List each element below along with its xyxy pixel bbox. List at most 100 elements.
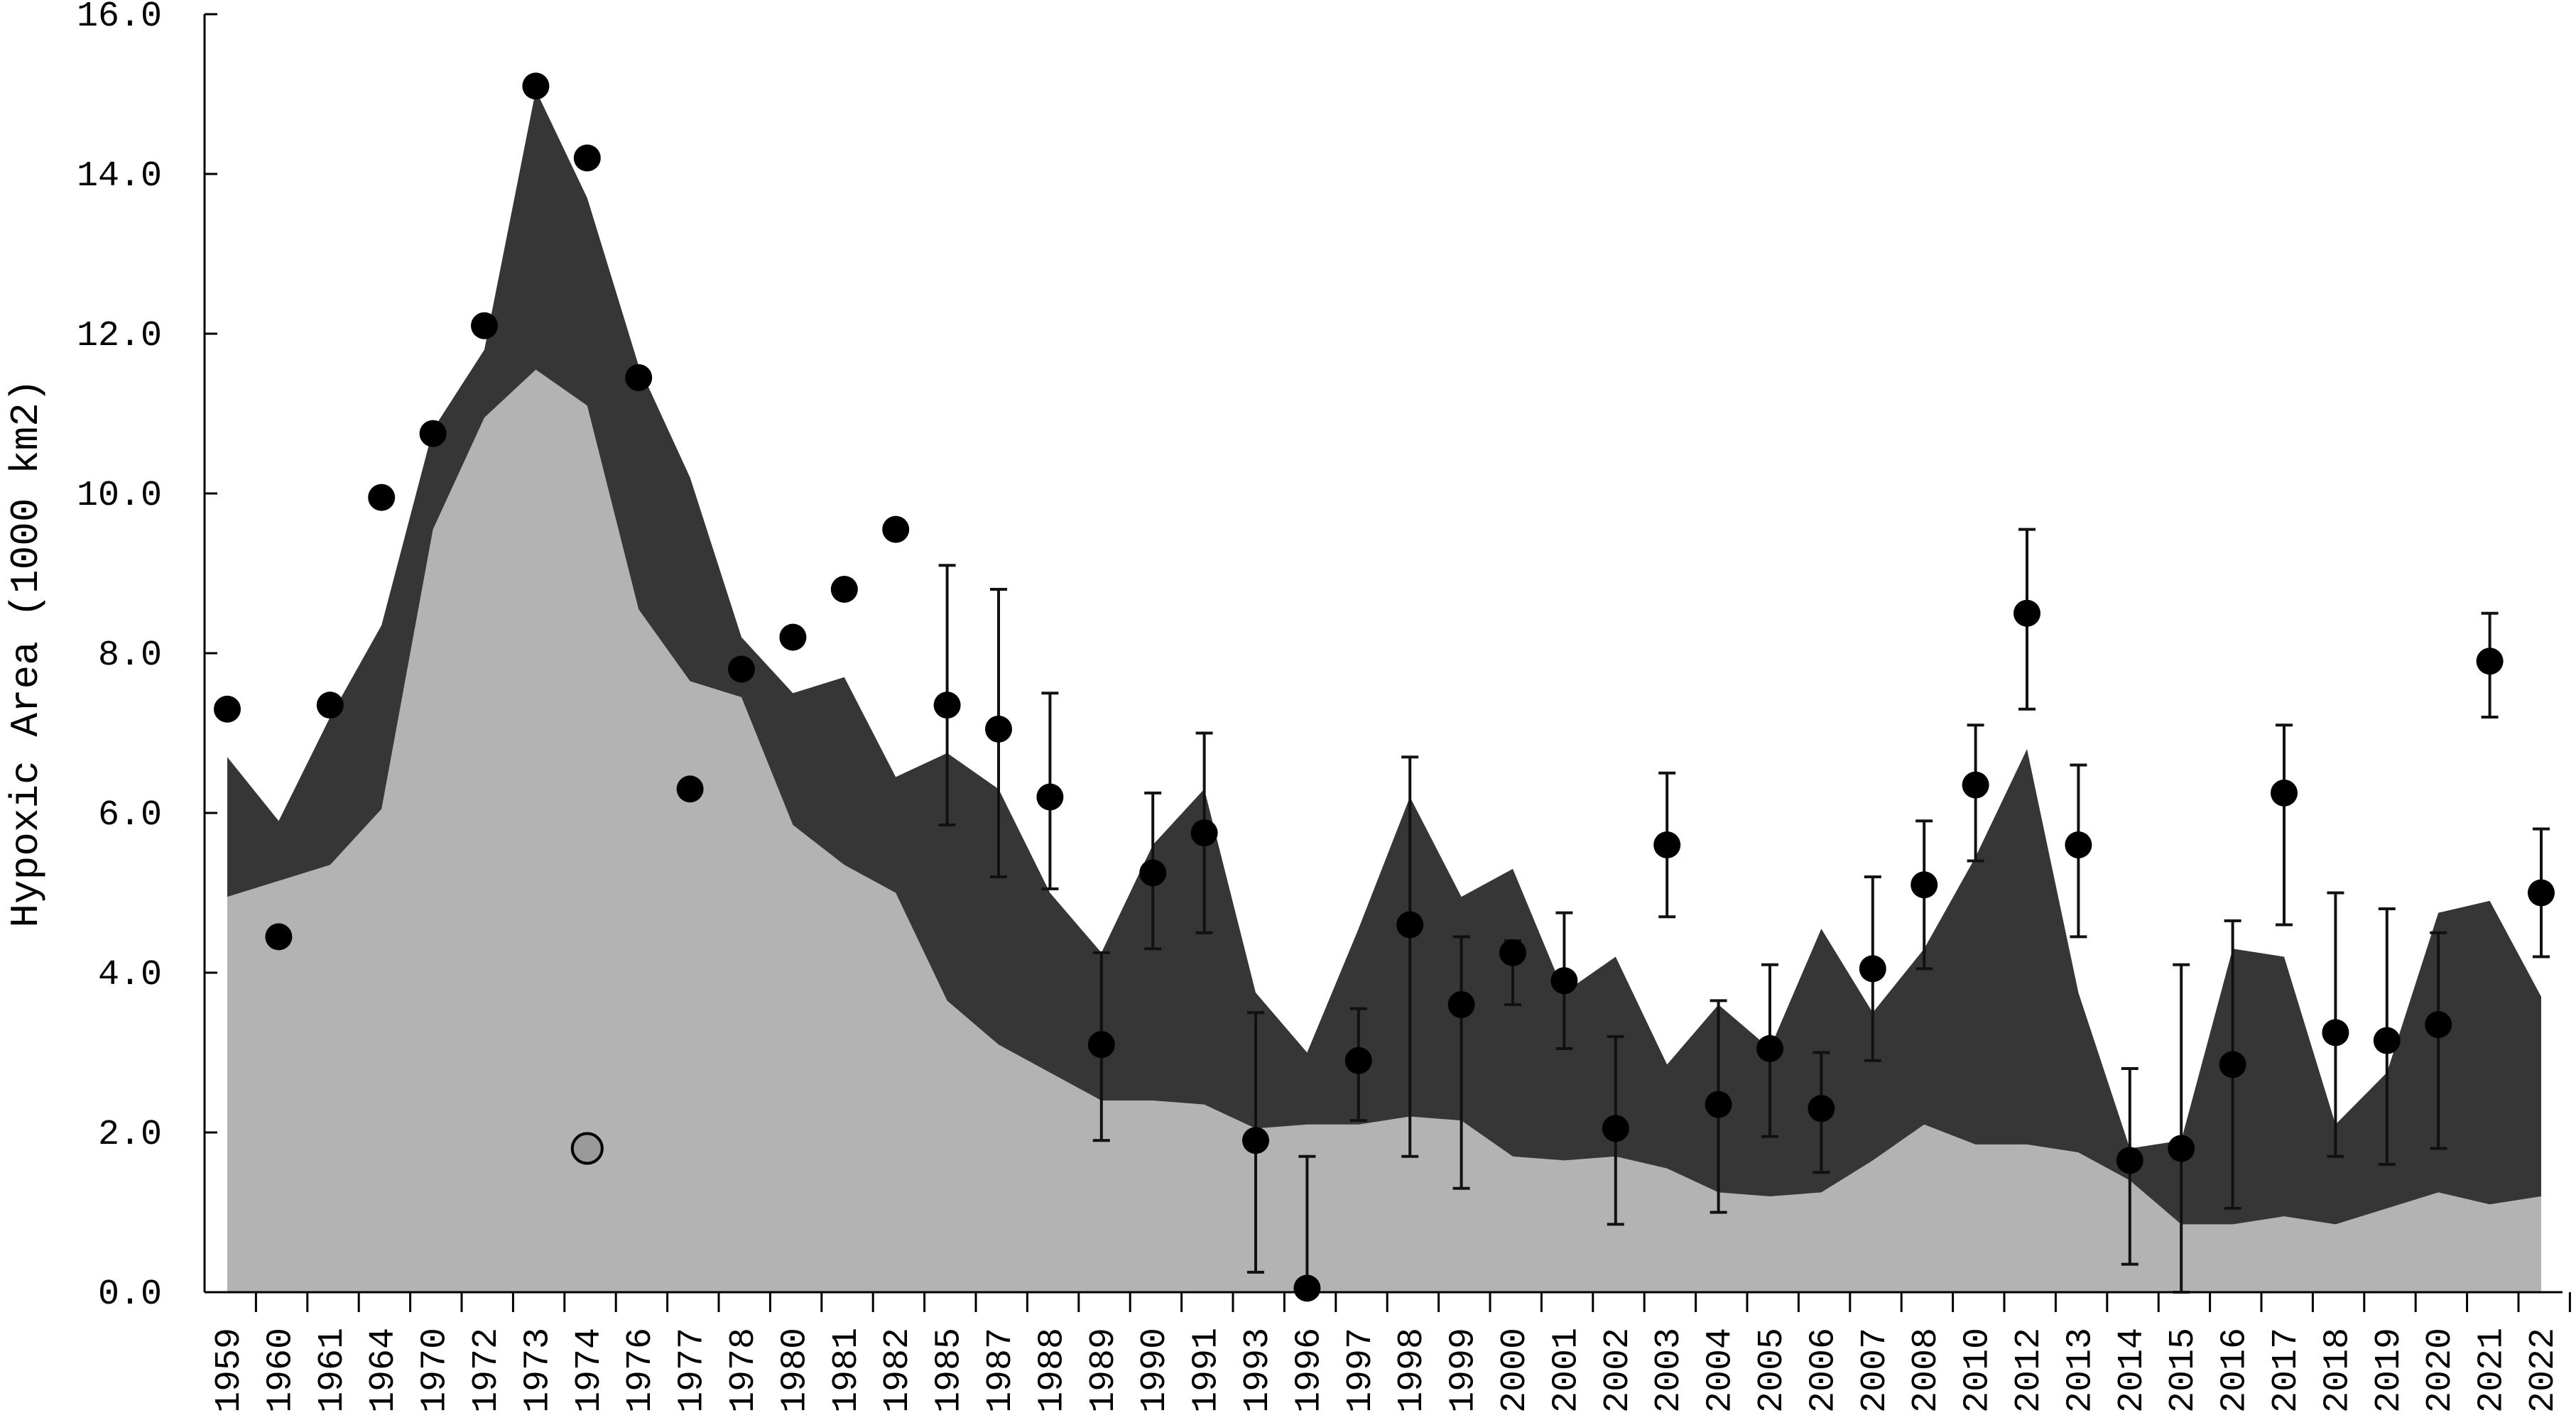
x-tick-label: 2008 <box>1906 1328 1947 1413</box>
data-point <box>1653 831 1681 858</box>
data-point <box>522 72 550 100</box>
x-tick-label: 1985 <box>930 1328 970 1413</box>
y-axis-title: Hypoxic Area (1000 km2) <box>4 379 49 928</box>
data-point <box>1756 1034 1783 1062</box>
x-tick-label: 2006 <box>1803 1328 1844 1413</box>
x-tick-label: 1978 <box>724 1328 764 1413</box>
x-tick-label: 1959 <box>210 1328 250 1413</box>
y-tick-label: 10.0 <box>77 476 162 516</box>
x-tick-label: 2012 <box>2009 1328 2050 1413</box>
x-tick-label: 1989 <box>1084 1328 1124 1413</box>
axes-layer: 0.0 2.0 4.0 6.0 8.0 10.0 12.0 14.0 16.0 1959 1960 1… <box>77 0 2571 1413</box>
x-tick-label: 1970 <box>415 1328 456 1413</box>
x-tick-label: 2007 <box>1855 1328 1896 1413</box>
data-point <box>2013 599 2040 627</box>
x-tick-label: 1977 <box>673 1328 713 1413</box>
x-tick-label: 2002 <box>1598 1328 1638 1413</box>
points-layer <box>214 72 2555 1302</box>
data-point <box>368 484 396 511</box>
area-layer <box>227 89 2541 1292</box>
data-point <box>1087 1031 1115 1059</box>
data-point <box>1447 991 1475 1018</box>
data-point <box>1705 1091 1732 1118</box>
x-tick-label: 2005 <box>1752 1328 1793 1413</box>
x-tick-label: 2018 <box>2317 1328 2358 1413</box>
data-point <box>214 695 241 723</box>
x-tick-label: 2004 <box>1701 1328 1741 1413</box>
data-point <box>1396 911 1424 939</box>
data-point <box>2373 1027 2401 1054</box>
x-tick-label: 2013 <box>2060 1328 2101 1413</box>
data-point <box>985 715 1012 743</box>
data-point <box>2476 648 2504 675</box>
x-tick-label: 2015 <box>2163 1328 2204 1413</box>
x-tick-label: 1988 <box>1032 1328 1072 1413</box>
data-point <box>1344 1047 1372 1074</box>
x-tick-label: 2000 <box>1495 1328 1536 1413</box>
x-tick-label: 1996 <box>1289 1328 1330 1413</box>
x-tick-label: 1997 <box>1341 1328 1381 1413</box>
data-point <box>1550 967 1578 995</box>
data-point <box>882 515 910 543</box>
x-tick-label: 2016 <box>2215 1328 2256 1413</box>
data-point <box>1293 1274 1321 1302</box>
data-point <box>933 692 961 719</box>
x-tick-label: 1993 <box>1238 1328 1278 1413</box>
x-tick-label: 1964 <box>364 1328 404 1413</box>
x-tick-label: 2010 <box>1958 1328 1999 1413</box>
y-tick-label: 14.0 <box>77 156 162 197</box>
x-tick-label: 1961 <box>313 1328 353 1413</box>
x-tick-label: 2019 <box>2369 1328 2410 1413</box>
x-tick-label: 2003 <box>1649 1328 1690 1413</box>
data-point <box>1602 1115 1629 1142</box>
x-tick-label: 1980 <box>775 1328 815 1413</box>
data-point <box>779 623 807 651</box>
y-tick-label: 2.0 <box>98 1115 162 1155</box>
y-tick-label: 12.0 <box>77 316 162 356</box>
data-point <box>1499 939 1526 966</box>
x-tick-label: 1960 <box>261 1328 301 1413</box>
x-tick-label: 2014 <box>2112 1328 2153 1413</box>
data-point <box>728 655 755 683</box>
y-tick-label: 0.0 <box>98 1274 162 1315</box>
x-tick-label: 1987 <box>981 1328 1021 1413</box>
x-tick-label: 2022 <box>2523 1328 2564 1413</box>
x-tick-label: 2020 <box>2420 1328 2461 1413</box>
x-tick-label: 1981 <box>827 1328 867 1413</box>
data-point <box>2065 831 2092 858</box>
y-tick-label: 8.0 <box>98 635 162 676</box>
x-tick-label: 1976 <box>621 1328 661 1413</box>
x-tick-label: 2017 <box>2266 1328 2307 1413</box>
x-tick-label: 1974 <box>570 1328 610 1413</box>
data-point <box>471 312 498 339</box>
data-point <box>1808 1095 1835 1123</box>
x-tick-label: 1999 <box>1444 1328 1484 1413</box>
data-point <box>1962 771 1989 799</box>
x-tick-label: 1972 <box>467 1328 507 1413</box>
x-tick-label: 1990 <box>1135 1328 1175 1413</box>
x-tick-label: 2021 <box>2472 1328 2513 1413</box>
data-point <box>1190 819 1218 847</box>
data-point <box>830 576 858 603</box>
data-point <box>676 775 704 803</box>
y-tick-label: 16.0 <box>77 0 162 37</box>
data-point <box>2116 1147 2143 1174</box>
y-tick-label: 6.0 <box>98 795 162 836</box>
x-tick-label: 2001 <box>1546 1328 1587 1413</box>
data-point <box>573 144 601 172</box>
data-point <box>2322 1019 2349 1047</box>
x-tick-label: 1982 <box>878 1328 918 1413</box>
data-point <box>316 692 344 719</box>
data-point <box>1036 783 1064 811</box>
y-tick-label: 4.0 <box>98 955 162 995</box>
lower-area <box>227 369 2541 1292</box>
data-point <box>625 364 653 391</box>
x-tick-label: 1973 <box>518 1328 558 1413</box>
data-point <box>2168 1135 2195 1162</box>
data-point <box>2271 779 2298 807</box>
data-point <box>265 923 293 951</box>
data-point <box>1911 871 1938 899</box>
highlight-point <box>570 1132 604 1165</box>
data-point <box>1139 859 1167 887</box>
